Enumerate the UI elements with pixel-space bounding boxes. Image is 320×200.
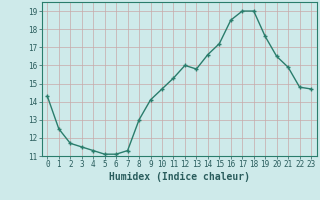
X-axis label: Humidex (Indice chaleur): Humidex (Indice chaleur) (109, 172, 250, 182)
